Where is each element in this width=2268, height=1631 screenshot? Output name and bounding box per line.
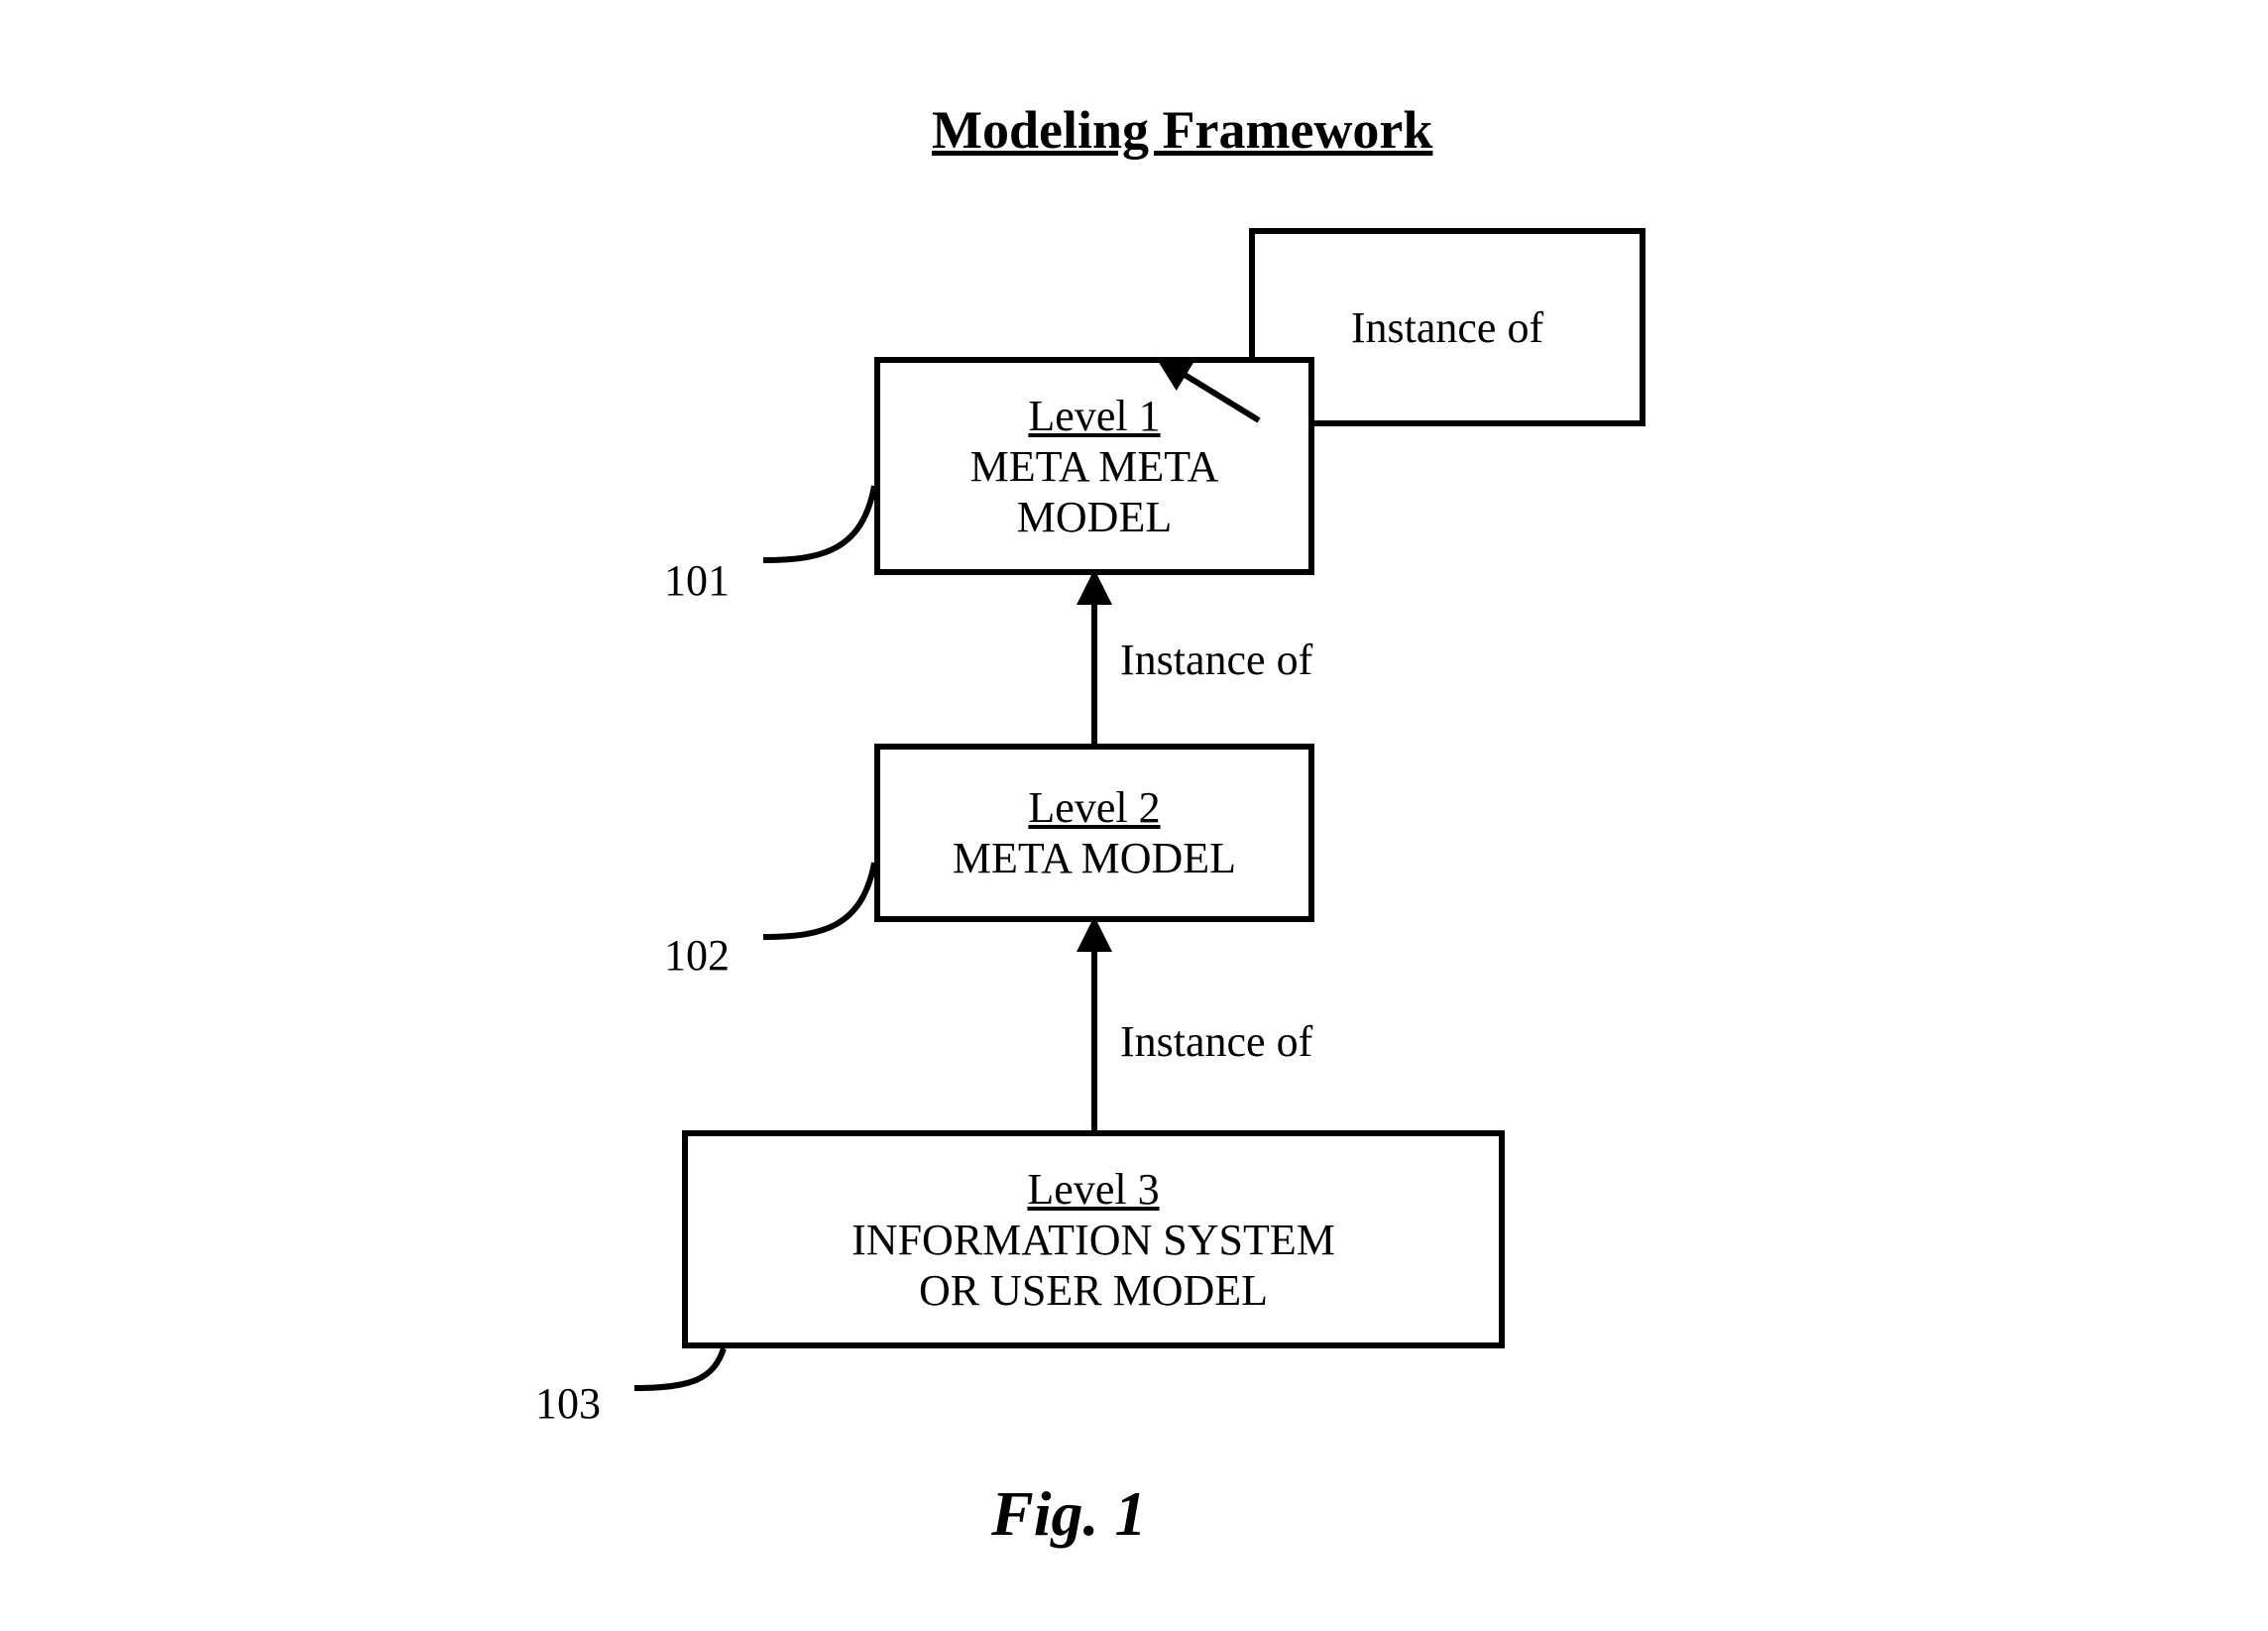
reference-103: 103 (535, 1378, 601, 1429)
level3-name-line1: INFORMATION SYSTEM (851, 1215, 1335, 1265)
reference-102: 102 (664, 930, 730, 981)
level2-box: Level 2 META MODEL (874, 744, 1314, 922)
instance-of-label: Instance of (1351, 302, 1543, 353)
level2-name: META MODEL (953, 833, 1236, 883)
edge-label-l2-to-l1: Instance of (1120, 635, 1312, 685)
level3-name-line2: OR USER MODEL (919, 1265, 1268, 1316)
level3-level-label: Level 3 (1027, 1164, 1159, 1215)
diagram-title: Modeling Framework (932, 99, 1432, 161)
level2-level-label: Level 2 (1028, 782, 1160, 833)
edge-label-l3-to-l2: Instance of (1120, 1016, 1312, 1067)
level3-box: Level 3 INFORMATION SYSTEM OR USER MODEL (682, 1130, 1505, 1348)
level1-level-label: Level 1 (1028, 391, 1160, 441)
level1-name: META METAMODEL (970, 441, 1219, 542)
figure-label: Fig. 1 (991, 1477, 1146, 1551)
reference-101: 101 (664, 555, 730, 606)
level1-box: Level 1 META METAMODEL (874, 357, 1314, 575)
diagram-canvas: Modeling Framework Instance of Level 1 M… (0, 0, 2268, 1631)
